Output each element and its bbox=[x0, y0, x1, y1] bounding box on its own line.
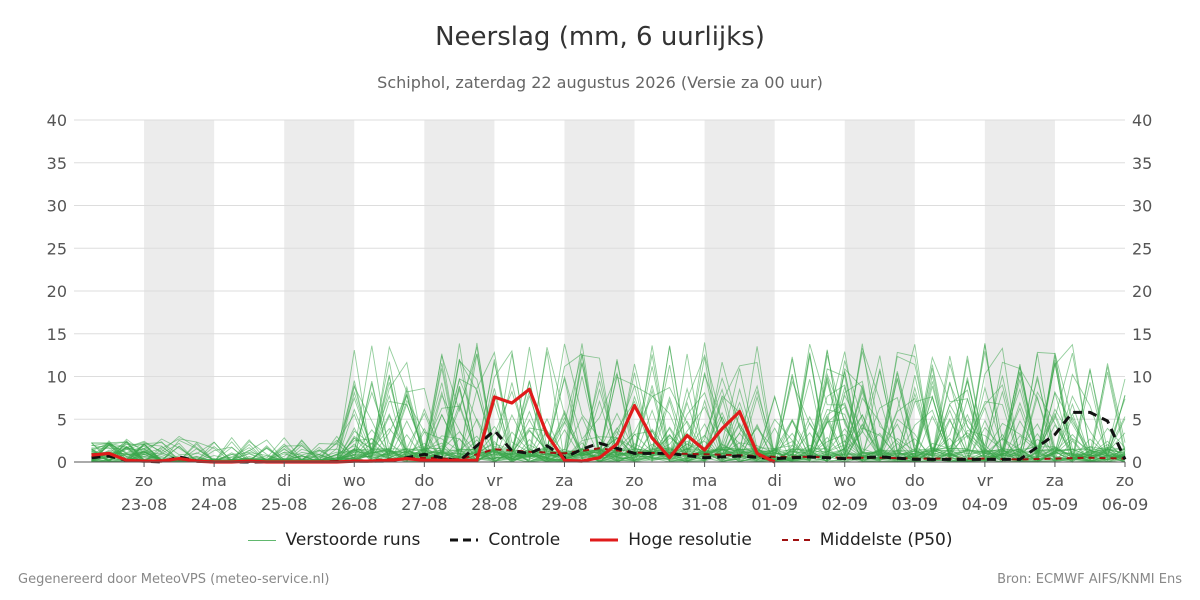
ensemble-member-line bbox=[91, 346, 1126, 463]
legend-label-median: Middelste (P50) bbox=[819, 530, 953, 550]
y-tick-label-left: 35 bbox=[47, 154, 67, 173]
x-tick-label-day: do bbox=[414, 471, 434, 490]
y-tick-label-right: 30 bbox=[1132, 197, 1152, 216]
x-tick-label-date: 24-08 bbox=[191, 495, 238, 514]
legend-item-members: Verstoorde runs bbox=[247, 530, 421, 550]
x-tick-label-day: zo bbox=[1116, 471, 1134, 490]
x-tick-label-date: 29-08 bbox=[541, 495, 588, 514]
y-tick-label-right: 15 bbox=[1132, 325, 1152, 344]
x-tick-label-date: 25-08 bbox=[261, 495, 308, 514]
legend-swatch-members bbox=[247, 539, 276, 541]
y-tick-label-left: 20 bbox=[47, 282, 67, 301]
legend-swatch-median bbox=[781, 539, 810, 541]
x-tick-label-date: 06-09 bbox=[1102, 495, 1149, 514]
y-tick-label-right: 5 bbox=[1132, 410, 1142, 429]
chart-title: Neerslag (mm, 6 uurlijks) bbox=[435, 22, 765, 52]
x-tick-label-day: zo bbox=[625, 471, 643, 490]
x-tick-label-date: 28-08 bbox=[471, 495, 518, 514]
y-tick-label-left: 15 bbox=[47, 325, 67, 344]
x-tick-label-day: do bbox=[905, 471, 925, 490]
x-tick-label-day: ma bbox=[201, 471, 226, 490]
legend-label-control: Controle bbox=[488, 530, 561, 550]
y-tick-label-left: 40 bbox=[47, 111, 67, 130]
y-tick-label-left: 5 bbox=[57, 410, 67, 429]
y-tick-label-right: 40 bbox=[1132, 111, 1152, 130]
legend-item-median: Middelste (P50) bbox=[781, 530, 953, 550]
x-tick-label-date: 01-09 bbox=[751, 495, 798, 514]
legend-item-control: Controle bbox=[450, 530, 560, 550]
x-tick-label-day: za bbox=[1046, 471, 1064, 490]
x-tick-label-date: 04-09 bbox=[962, 495, 1009, 514]
legend-label-members: Verstoorde runs bbox=[285, 530, 421, 550]
x-tick-label-day: wo bbox=[833, 471, 856, 490]
y-tick-label-right: 0 bbox=[1132, 453, 1142, 472]
ensemble-member-line bbox=[91, 355, 1126, 463]
x-tick-label-day: zo bbox=[135, 471, 153, 490]
y-tick-label-right: 25 bbox=[1132, 239, 1152, 258]
ensemble-member-line bbox=[91, 344, 1126, 463]
x-tick-label-date: 02-09 bbox=[821, 495, 868, 514]
x-tick-label-date: 31-08 bbox=[681, 495, 728, 514]
y-tick-label-left: 25 bbox=[47, 239, 67, 258]
chart-legend: Verstoorde runs Controle Hoge resolutie … bbox=[0, 530, 1200, 550]
y-tick-label-right: 35 bbox=[1132, 154, 1152, 173]
x-tick-label-day: ma bbox=[692, 471, 717, 490]
x-tick-label-day: di bbox=[277, 471, 292, 490]
x-tick-label-day: di bbox=[767, 471, 782, 490]
precipitation-chart: 0 0 5 5 10 10 15 15 20 20 25 25 30 30 35 35 40 40 zo 23-08 m… bbox=[47, 111, 1153, 514]
footer-credit: Gegenereerd door MeteoVPS (meteo-service… bbox=[18, 572, 330, 587]
x-tick-label-date: 23-08 bbox=[121, 495, 168, 514]
x-tick-label-day: wo bbox=[343, 471, 366, 490]
x-tick-label-date: 26-08 bbox=[331, 495, 378, 514]
x-tick-label-date: 05-09 bbox=[1032, 495, 1079, 514]
legend-swatch-control bbox=[450, 538, 479, 542]
x-tick-label-date: 03-09 bbox=[892, 495, 939, 514]
legend-swatch-hres bbox=[590, 538, 619, 542]
footer-source: Bron: ECMWF AIFS/KNMI Ens bbox=[997, 572, 1182, 587]
legend-label-hres: Hoge resolutie bbox=[628, 530, 752, 550]
chart-subtitle: Schiphol, zaterdag 22 augustus 2026 (Ver… bbox=[377, 73, 823, 92]
y-tick-label-left: 0 bbox=[57, 453, 67, 472]
x-tick-label-date: 30-08 bbox=[611, 495, 658, 514]
y-tick-label-left: 30 bbox=[47, 197, 67, 216]
ensemble-member-line bbox=[91, 358, 1126, 464]
y-tick-label-right: 20 bbox=[1132, 282, 1152, 301]
x-tick-label-day: za bbox=[555, 471, 573, 490]
y-tick-label-left: 10 bbox=[47, 368, 67, 387]
x-tick-label-day: vr bbox=[977, 471, 993, 490]
x-tick-label-date: 27-08 bbox=[401, 495, 448, 514]
y-tick-label-right: 10 bbox=[1132, 368, 1152, 387]
legend-item-hres: Hoge resolutie bbox=[590, 530, 752, 550]
ensemble-member-line bbox=[91, 356, 1126, 463]
x-tick-label-day: vr bbox=[486, 471, 502, 490]
